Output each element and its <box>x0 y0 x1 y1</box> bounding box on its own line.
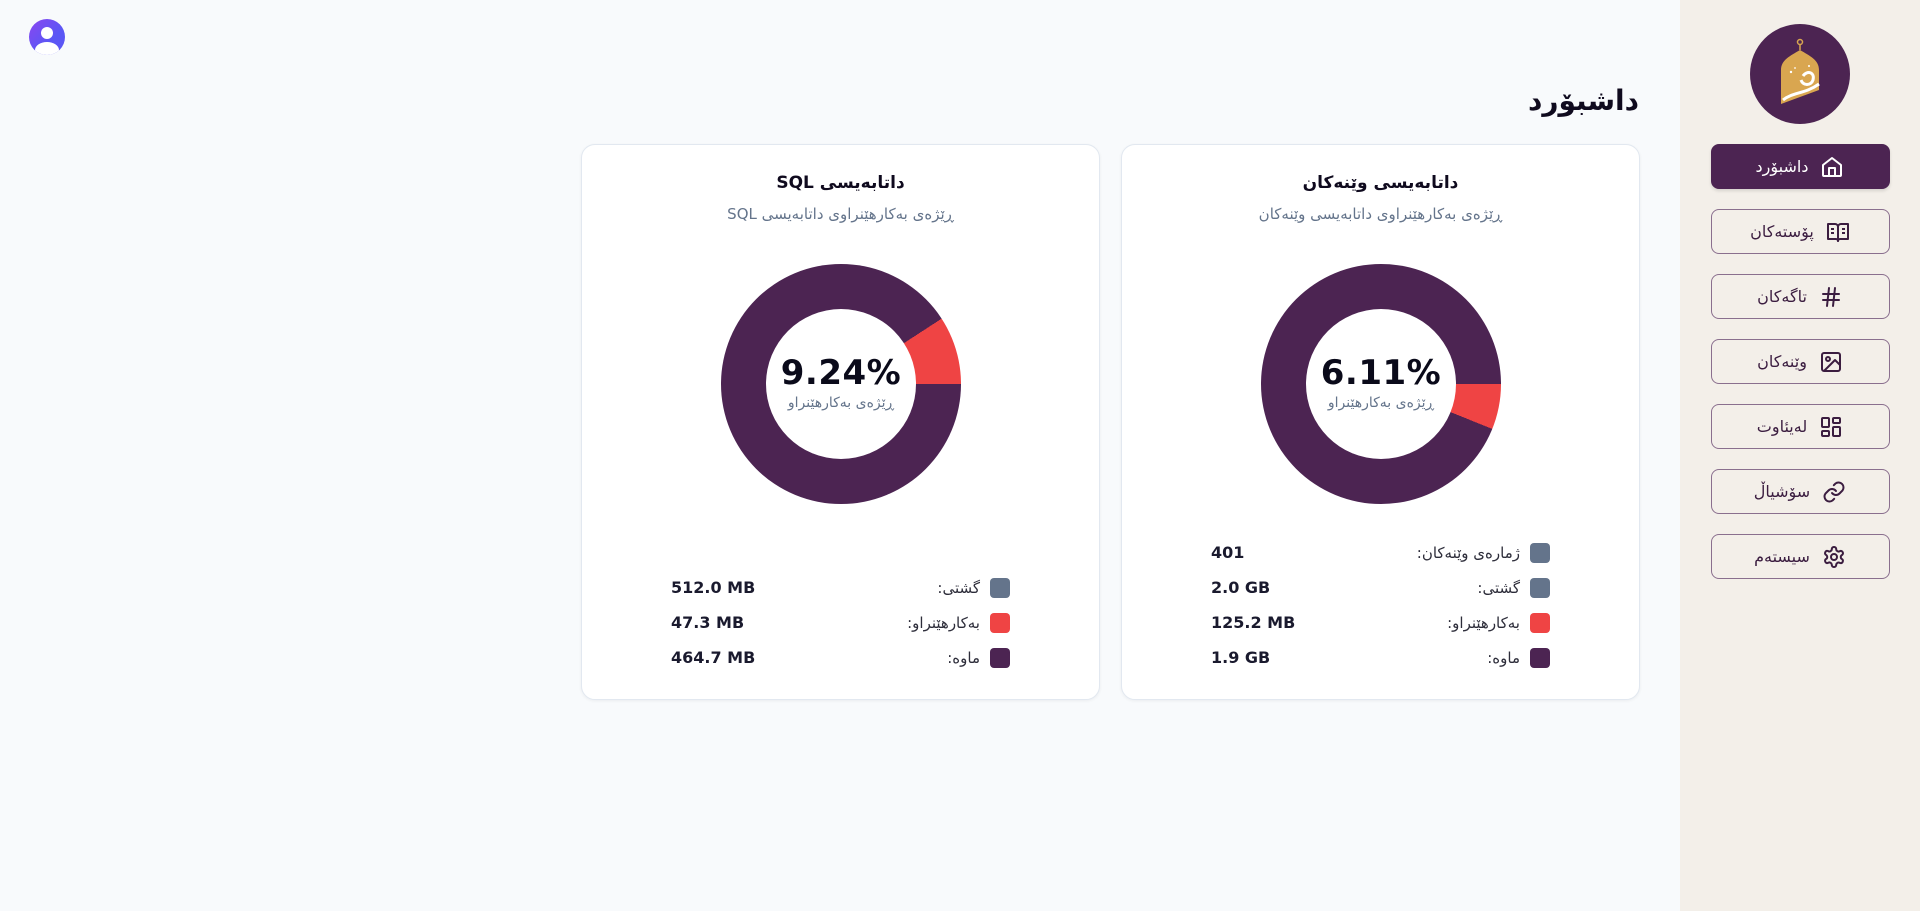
sql-db-card: داتابەیسی SQL ڕێژەی بەکارهێنراوی داتابەی… <box>581 144 1100 700</box>
sidebar-item-tags[interactable]: تاگەکان <box>1710 274 1890 319</box>
usage-percent: 6.11% <box>1320 353 1442 393</box>
legend-label: گشتی: <box>937 578 980 597</box>
home-icon <box>1822 156 1843 177</box>
legend-value: 125.2 MB <box>1211 613 1296 632</box>
usage-percent-label: ڕێژەی بەکارهێنراو <box>787 395 895 411</box>
sql-legend: 512.0 MB گشتی: 47.3 MB بەکارهێنراو: 464.… <box>671 570 1010 675</box>
images-usage-donut-chart: 6.11% ڕێژەی بەکارهێنراو <box>1261 264 1501 504</box>
sidebar-item-social[interactable]: سۆشیاڵ <box>1710 469 1890 514</box>
sidebar: داشبۆرد پۆستەکان تاگەکان وێنەکان لەیئاوت… <box>1680 0 1920 911</box>
usage-percent-label: ڕێژەی بەکارهێنراو <box>1327 395 1435 411</box>
legend-swatch <box>1530 542 1550 563</box>
legend-value: 47.3 MB <box>671 613 745 632</box>
legend-value: 464.7 MB <box>671 648 756 667</box>
link-icon <box>1823 481 1845 502</box>
legend-row-total: 512.0 MB گشتی: <box>671 570 1010 605</box>
legend-row-total: 2.0 GB گشتی: <box>1211 570 1550 605</box>
usage-percent: 9.24% <box>780 353 902 393</box>
image-icon <box>1820 351 1841 372</box>
card-title: داتابەیسی SQL <box>776 173 905 193</box>
sidebar-nav: داشبۆرد پۆستەکان تاگەکان وێنەکان لەیئاوت… <box>1710 144 1890 579</box>
legend-label: بەکارهێنراو: <box>1447 613 1520 632</box>
legend-label: بەکارهێنراو: <box>907 613 980 632</box>
card-subtitle: ڕێژەی بەکارهێنراوی داتابەیسی SQL <box>727 205 954 223</box>
card-subtitle: ڕێژەی بەکارهێنراوی داتابەیسی وێنەکان <box>1258 205 1503 223</box>
sidebar-item-label: داشبۆرد <box>1755 157 1809 176</box>
legend-row-used: 47.3 MB بەکارهێنراو: <box>671 605 1010 640</box>
legend-label: گشتی: <box>1477 578 1520 597</box>
legend-value: 1.9 GB <box>1211 648 1271 667</box>
sidebar-item-label: تاگەکان <box>1757 287 1807 306</box>
legend-row-count: 401 ژمارەی وێنەکان: <box>1211 535 1550 570</box>
page-title: داشبۆرد <box>1528 84 1639 117</box>
app-logo[interactable] <box>1750 24 1850 124</box>
user-avatar-button[interactable] <box>29 19 65 55</box>
hash-icon <box>1821 286 1840 307</box>
images-db-card: داتابەیسی وێنەکان ڕێژەی بەکارهێنراوی دات… <box>1121 144 1640 700</box>
sidebar-item-label: سۆشیاڵ <box>1753 482 1811 501</box>
legend-swatch <box>990 612 1010 633</box>
legend-row-remaining: 464.7 MB ماوە: <box>671 640 1010 675</box>
layout-grid-icon <box>1821 416 1842 437</box>
donut-center: 9.24% ڕێژەی بەکارهێنراو <box>766 309 916 459</box>
legend-row-used: 125.2 MB بەکارهێنراو: <box>1211 605 1550 640</box>
sidebar-item-label: پۆستەکان <box>1750 222 1814 241</box>
sidebar-item-label: سیستەم <box>1754 547 1810 566</box>
legend-swatch <box>1530 577 1550 598</box>
legend-label: ماوە: <box>947 648 980 667</box>
legend-value: 401 <box>1211 543 1245 562</box>
sidebar-item-layout[interactable]: لەیئاوت <box>1710 404 1890 449</box>
sidebar-item-dashboard[interactable]: داشبۆرد <box>1710 144 1890 189</box>
mosque-dome-logo-icon <box>1781 38 1820 104</box>
book-open-icon <box>1826 222 1849 242</box>
legend-value: 2.0 GB <box>1211 578 1271 597</box>
images-legend: 401 ژمارەی وێنەکان: 2.0 GB گشتی: 125.2 M… <box>1211 535 1550 675</box>
gear-icon <box>1823 545 1844 568</box>
sidebar-item-label: وێنەکان <box>1757 352 1807 371</box>
sidebar-item-posts[interactable]: پۆستەکان <box>1710 209 1890 254</box>
legend-swatch <box>1530 612 1550 633</box>
sidebar-item-system[interactable]: سیستەم <box>1710 534 1890 579</box>
legend-label: ژمارەی وێنەکان: <box>1416 543 1520 562</box>
legend-swatch <box>990 577 1010 598</box>
donut-center: 6.11% ڕێژەی بەکارهێنراو <box>1306 309 1456 459</box>
card-title: داتابەیسی وێنەکان <box>1302 173 1459 193</box>
user-avatar-icon <box>35 27 59 55</box>
sql-usage-donut-chart: 9.24% ڕێژەی بەکارهێنراو <box>721 264 961 504</box>
legend-row-remaining: 1.9 GB ماوە: <box>1211 640 1550 675</box>
legend-swatch <box>990 647 1010 668</box>
legend-label: ماوە: <box>1487 648 1520 667</box>
legend-swatch <box>1530 647 1550 668</box>
legend-value: 512.0 MB <box>671 578 756 597</box>
sidebar-item-label: لەیئاوت <box>1756 417 1808 436</box>
sidebar-item-images[interactable]: وێنەکان <box>1710 339 1890 384</box>
